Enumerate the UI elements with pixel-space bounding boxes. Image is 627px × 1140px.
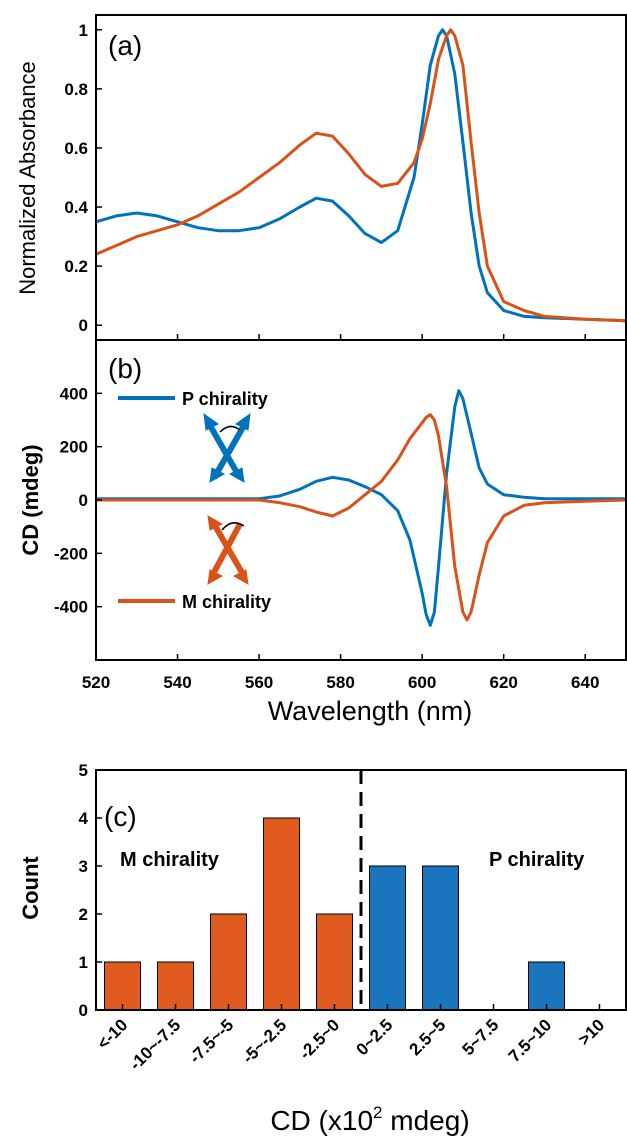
p-chirality-annotation: P chirality: [489, 849, 585, 871]
panel-a-ytick-label: 0.6: [64, 139, 88, 158]
panel-c-xtick-label: 0~2.5: [352, 1015, 396, 1059]
panel-c-bars: [104, 817, 565, 1011]
panel-c-y-ticks: 0 1 2 3 4 5: [79, 761, 102, 1020]
panel-c-ytick-label: 1: [79, 953, 88, 972]
panel-c-ytick-label: 3: [79, 857, 88, 876]
p-chirality-cross-icon: [203, 412, 251, 483]
panel-b-xtick-label: 560: [245, 673, 273, 692]
panel-c-xlabel-sup: 2: [373, 1103, 382, 1122]
panel-c-xtick-label: -10~-7.5: [126, 1015, 185, 1074]
absorbance-series-0: [95, 28, 627, 323]
panel-c-ytick-label: 2: [79, 905, 88, 924]
panel-a: 0 0.2 0.4 0.6 0.8 1 (a) Normalized Absorbance: [15, 14, 627, 341]
panel-c-ytick-label: 5: [79, 761, 88, 780]
panel-b-xtick-label: 640: [571, 673, 599, 692]
panel-c-ylabel: Count: [18, 856, 43, 920]
panel-b-ytick-label: 200: [60, 438, 88, 457]
panel-c-ytick-label: 0: [79, 1001, 88, 1020]
legend-p-label: P chirality: [182, 389, 268, 409]
panel-c-xlabel-pre: CD (x10: [270, 1105, 373, 1136]
panel-b-y-ticks: -400 -200 0 200 400: [54, 384, 102, 617]
panel-a-lines: [95, 28, 627, 323]
panel-a-ylabel: Normalized Absorbance: [15, 61, 40, 295]
panel-a-ytick-label: 0.4: [64, 198, 88, 217]
cd-series-1: [96, 413, 627, 622]
panel-b-ytick-label: 400: [60, 384, 88, 403]
panel-c-xlabel-post: mdeg): [383, 1105, 470, 1136]
panel-c-xtick-label: 5~7.5: [458, 1015, 502, 1059]
legend-m-label: M chirality: [182, 592, 271, 612]
panel-a-ytick-label: 1: [79, 21, 88, 40]
bar-3: [263, 817, 300, 1011]
bar-5: [369, 865, 406, 1011]
panel-b-xtick-label: 600: [408, 673, 436, 692]
bar-2: [210, 913, 247, 1011]
panel-b-ytick-label: 0: [79, 491, 88, 510]
panel-b-ytick-label: -200: [54, 544, 88, 563]
panel-c-ytick-label: 4: [79, 809, 89, 828]
panel-a-ytick-label: 0.2: [64, 257, 88, 276]
panel-b-xtick-label: 620: [490, 673, 518, 692]
bar-6: [422, 865, 459, 1011]
bar-1: [157, 961, 194, 1011]
panel-c-xtick-label: -2.5~0: [295, 1015, 343, 1063]
panel-c-xtick-label: 7.5~10: [505, 1015, 556, 1066]
panel-b-xtick-label: 580: [326, 673, 354, 692]
panel-c-x-ticks: <-10-10~-7.5 -7.5~-5 -5~-2.5 -2.5~0 0~2.5 2.5…: [93, 1004, 608, 1074]
panel-b-xtick-label: 520: [82, 673, 110, 692]
panel-c-xtick-label: 2.5~5: [405, 1015, 449, 1059]
panel-b-xtick-label: 540: [163, 673, 191, 692]
cd-series-0: [96, 389, 626, 627]
panel-b-ytick-label: -400: [54, 598, 88, 617]
bar-8: [528, 961, 565, 1011]
m-chirality-annotation: M chirality: [120, 849, 220, 871]
panel-a-label: (a): [108, 30, 142, 61]
panel-b-label: (b): [108, 353, 142, 384]
panel-a-y-ticks: 0 0.2 0.4 0.6 0.8 1: [64, 21, 586, 340]
panel-a-ytick-label: 0: [79, 316, 88, 335]
bar-0: [104, 961, 141, 1011]
panel-c-xtick-label: -5~-2.5: [238, 1015, 290, 1067]
panel-b: -400 -200 0 200 400 520 540 560 580 600 620 640 (b…: [18, 339, 627, 726]
bar-4: [316, 913, 353, 1011]
absorbance-series-1: [95, 28, 627, 323]
panel-c-xtick-label: <-10: [93, 1015, 131, 1053]
panel-c-xtick-label: >10: [574, 1015, 608, 1049]
panel-c-label: (c): [104, 801, 137, 832]
panel-c-xtick-label: -7.5~-5: [185, 1015, 237, 1067]
m-chirality-cross-icon: [207, 515, 249, 585]
panel-b-lines: [96, 389, 627, 627]
panel-b-ylabel: CD (mdeg): [18, 444, 43, 555]
panel-b-x-ticks: 520 540 560 580 600 620 640: [82, 654, 599, 692]
panel-a-ytick-label: 0.8: [64, 80, 88, 99]
panel-b-xlabel: Wavelength (nm): [268, 696, 473, 726]
panel-c-xlabel: CD (x102 mdeg): [270, 1103, 469, 1136]
panel-a-frame: [95, 14, 627, 341]
